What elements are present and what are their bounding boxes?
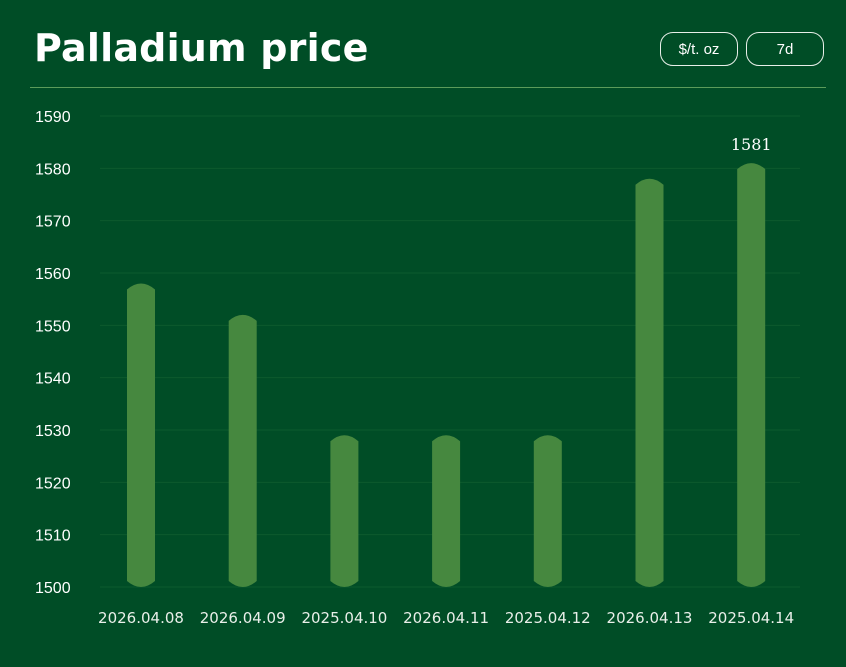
y-tick-label: 1590 [35,109,71,126]
bar-2025.04.10[interactable] [330,435,359,587]
y-tick-label: 1580 [35,161,71,178]
data-labels: 1581 [731,135,772,154]
data-label: 1581 [731,135,772,154]
header-divider [30,87,826,88]
y-axis-ticks: 1590 1580 1570 1560 1550 1540 1530 1520 1510 1500 [35,109,71,597]
x-axis-ticks: 2026.04.08 2026.04.09 2025.04.10 2026.04.11… [98,609,794,627]
y-tick-label: 1500 [35,580,71,597]
x-tick-label: 2026.04.13 [607,609,693,627]
bar-2026.04.11[interactable] [432,435,461,587]
unit-selector-button[interactable]: $/t. oz [660,32,738,66]
bars [127,163,766,588]
bar-2026.04.09[interactable] [228,314,257,587]
bar-2025.04.12[interactable] [533,435,562,587]
y-tick-label: 1550 [35,318,71,335]
y-tick-label: 1520 [35,475,71,492]
x-tick-label: 2026.04.08 [98,609,184,627]
y-tick-label: 1570 [35,214,71,231]
bar-2025.04.14[interactable] [737,163,766,587]
bar-2026.04.08[interactable] [127,283,155,587]
time-range-button[interactable]: 7d [746,32,824,66]
x-tick-label: 2025.04.12 [505,609,591,627]
chart-controls: $/t. oz 7d [660,32,824,66]
grid-lines [100,115,800,588]
bar-2026.04.13[interactable] [635,178,664,588]
y-tick-label: 1560 [35,266,71,283]
x-tick-label: 2026.04.11 [403,609,489,627]
page-title: Palladium price [34,26,369,70]
y-tick-label: 1510 [35,528,71,545]
x-tick-label: 2026.04.09 [200,609,286,627]
y-tick-label: 1530 [35,423,71,440]
x-tick-label: 2025.04.14 [708,609,794,627]
y-tick-label: 1540 [35,371,71,388]
x-tick-label: 2025.04.10 [301,609,387,627]
